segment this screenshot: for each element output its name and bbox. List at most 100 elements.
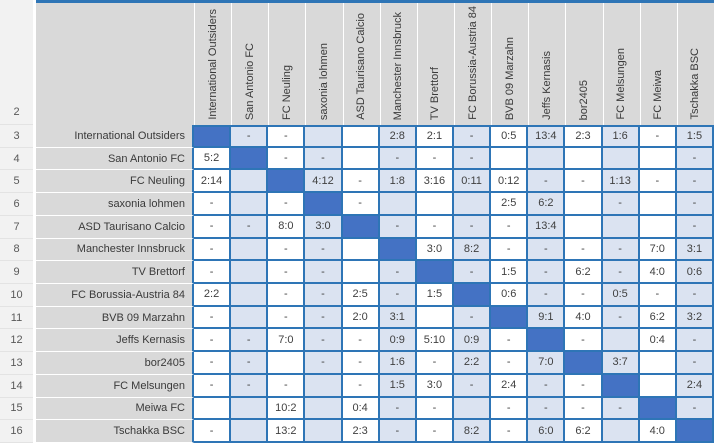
score-cell[interactable]: - bbox=[453, 306, 492, 330]
score-cell[interactable] bbox=[639, 374, 677, 398]
score-cell[interactable]: 0:9 bbox=[379, 329, 417, 353]
row-number[interactable]: 5 bbox=[0, 170, 33, 194]
row-number[interactable]: 6 bbox=[0, 193, 33, 216]
score-cell[interactable]: - bbox=[453, 125, 492, 148]
diagonal-cell[interactable] bbox=[491, 306, 529, 330]
score-cell[interactable] bbox=[194, 397, 232, 421]
diagonal-cell[interactable] bbox=[416, 261, 454, 284]
score-cell[interactable]: - bbox=[602, 193, 640, 216]
row-number[interactable]: 9 bbox=[0, 261, 33, 285]
score-cell[interactable]: - bbox=[231, 215, 269, 239]
score-cell[interactable]: 1:13 bbox=[602, 170, 640, 194]
score-cell[interactable] bbox=[231, 238, 269, 262]
score-cell[interactable] bbox=[528, 147, 566, 171]
score-cell[interactable]: 0:5 bbox=[602, 283, 640, 307]
score-cell[interactable]: 0:6 bbox=[491, 283, 529, 307]
score-cell[interactable] bbox=[231, 170, 269, 194]
score-cell[interactable]: - bbox=[453, 374, 492, 398]
score-cell[interactable] bbox=[305, 125, 343, 148]
score-cell[interactable] bbox=[342, 147, 380, 171]
team-name-cell[interactable]: Jeffs Kernasis bbox=[36, 329, 194, 353]
row-number[interactable]: 8 bbox=[0, 239, 33, 262]
score-cell[interactable]: 0:5 bbox=[491, 125, 529, 148]
column-header[interactable]: TV Brettorf bbox=[416, 3, 454, 125]
diagonal-cell[interactable] bbox=[379, 238, 417, 262]
score-cell[interactable]: 6:0 bbox=[528, 420, 566, 443]
score-cell[interactable]: - bbox=[305, 261, 343, 284]
score-cell[interactable]: 1:6 bbox=[379, 352, 417, 375]
column-header[interactable]: FC Melsungen bbox=[602, 3, 640, 125]
score-cell[interactable]: - bbox=[268, 193, 306, 216]
score-cell[interactable]: - bbox=[416, 397, 454, 421]
score-cell[interactable] bbox=[453, 397, 492, 421]
score-cell[interactable] bbox=[342, 125, 380, 148]
score-cell[interactable] bbox=[342, 261, 380, 284]
score-cell[interactable]: - bbox=[676, 397, 714, 421]
score-cell[interactable]: - bbox=[231, 352, 269, 375]
team-name-cell[interactable]: TV Brettorf bbox=[36, 261, 194, 284]
score-cell[interactable]: - bbox=[342, 193, 380, 216]
score-cell[interactable]: 0:4 bbox=[342, 397, 380, 421]
score-cell[interactable]: - bbox=[676, 193, 714, 216]
score-cell[interactable]: - bbox=[639, 283, 677, 307]
score-cell[interactable]: - bbox=[194, 352, 232, 375]
diagonal-cell[interactable] bbox=[453, 283, 492, 307]
score-cell[interactable]: 2:0 bbox=[342, 306, 380, 330]
team-name-cell[interactable]: FC Neuling bbox=[36, 170, 194, 194]
score-cell[interactable]: 8:0 bbox=[268, 215, 306, 239]
team-name-cell[interactable]: International Outsiders bbox=[36, 125, 194, 148]
score-cell[interactable]: - bbox=[268, 125, 306, 148]
score-cell[interactable]: 0:4 bbox=[639, 329, 677, 353]
score-cell[interactable]: 0:6 bbox=[676, 261, 714, 284]
score-cell[interactable]: - bbox=[565, 397, 603, 421]
score-cell[interactable]: - bbox=[676, 283, 714, 307]
row-number[interactable]: 16 bbox=[0, 420, 33, 443]
team-name-cell[interactable]: bor2405 bbox=[36, 352, 194, 375]
score-cell[interactable]: 4:12 bbox=[305, 170, 343, 194]
diagonal-cell[interactable] bbox=[528, 329, 566, 353]
score-cell[interactable]: 1:5 bbox=[379, 374, 417, 398]
diagonal-cell[interactable] bbox=[231, 147, 269, 171]
score-cell[interactable]: 3:0 bbox=[305, 215, 343, 239]
team-name-cell[interactable]: FC Melsungen bbox=[36, 374, 194, 398]
score-cell[interactable]: - bbox=[416, 147, 454, 171]
score-cell[interactable]: 9:1 bbox=[528, 306, 566, 330]
score-cell[interactable]: - bbox=[231, 329, 269, 353]
score-cell[interactable]: - bbox=[194, 329, 232, 353]
score-cell[interactable]: - bbox=[491, 352, 529, 375]
score-cell[interactable]: 2:8 bbox=[379, 125, 417, 148]
score-cell[interactable]: 13:4 bbox=[528, 125, 566, 148]
column-header[interactable]: International Outsiders bbox=[194, 3, 232, 125]
score-cell[interactable] bbox=[416, 306, 454, 330]
score-cell[interactable]: - bbox=[453, 215, 492, 239]
score-cell[interactable]: - bbox=[231, 125, 269, 148]
score-cell[interactable]: 7:0 bbox=[268, 329, 306, 353]
score-cell[interactable]: 1:5 bbox=[676, 125, 714, 148]
score-cell[interactable]: - bbox=[491, 329, 529, 353]
score-cell[interactable]: - bbox=[565, 329, 603, 353]
score-cell[interactable]: - bbox=[528, 283, 566, 307]
score-cell[interactable]: - bbox=[305, 306, 343, 330]
column-header[interactable]: Jeffs Kernasis bbox=[528, 3, 566, 125]
diagonal-cell[interactable] bbox=[602, 374, 640, 398]
score-cell[interactable]: 6:2 bbox=[639, 306, 677, 330]
score-cell[interactable]: 2:5 bbox=[491, 193, 529, 216]
score-cell[interactable] bbox=[231, 283, 269, 307]
score-cell[interactable]: 2:5 bbox=[342, 283, 380, 307]
score-cell[interactable]: - bbox=[676, 329, 714, 353]
score-cell[interactable]: - bbox=[305, 238, 343, 262]
score-cell[interactable]: - bbox=[676, 215, 714, 239]
score-cell[interactable]: - bbox=[676, 147, 714, 171]
column-header[interactable]: FC Meiwa bbox=[639, 3, 677, 125]
team-name-cell[interactable]: saxonia lohmen bbox=[36, 193, 194, 216]
score-cell[interactable]: - bbox=[194, 238, 232, 262]
score-cell[interactable] bbox=[231, 397, 269, 421]
score-cell[interactable] bbox=[231, 193, 269, 216]
column-header[interactable]: bor2405 bbox=[565, 3, 603, 125]
score-cell[interactable]: 10:2 bbox=[268, 397, 306, 421]
score-cell[interactable]: - bbox=[602, 306, 640, 330]
score-cell[interactable]: - bbox=[379, 420, 417, 443]
score-cell[interactable] bbox=[416, 193, 454, 216]
score-cell[interactable]: 1:5 bbox=[416, 283, 454, 307]
row-number[interactable]: 15 bbox=[0, 398, 33, 421]
